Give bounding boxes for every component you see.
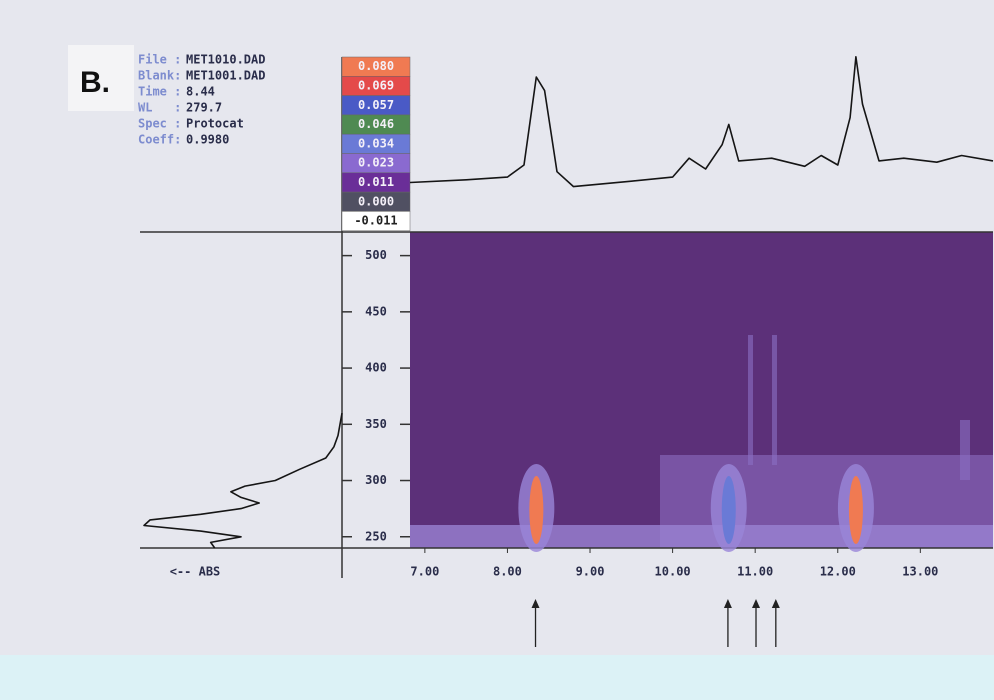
figure: B. File : MET1010.DAD Blank: MET1001.DAD Tim…	[0, 0, 994, 700]
arrow	[532, 599, 540, 647]
x-tick-label: 11.00	[737, 565, 773, 579]
colorbar-label: 0.011	[358, 175, 394, 189]
peak	[529, 476, 543, 544]
y-tick-label: 250	[365, 529, 387, 543]
x-tick-label: 12.00	[820, 565, 856, 579]
x-tick-label: 13.00	[902, 565, 938, 579]
x-tick-label: 7.00	[410, 565, 439, 579]
colorbar-label: 0.057	[358, 98, 394, 112]
page: {"panel_label": "B.", "info": [ {"key": …	[0, 0, 994, 700]
info-value: 8.44	[186, 85, 215, 99]
colorbar-label: 0.046	[358, 117, 394, 131]
colorbar-label: 0.080	[358, 59, 394, 73]
arrow-head	[752, 599, 760, 608]
heatmap-streak	[748, 335, 753, 465]
scan-band	[0, 655, 994, 700]
colorbar-label: 0.023	[358, 156, 394, 170]
y-tick-label: 300	[365, 473, 387, 487]
y-tick-label: 350	[365, 417, 387, 431]
x-axis-label: <-- ABS	[170, 565, 221, 579]
info-value: MET1010.DAD	[186, 53, 265, 67]
y-tick-label: 400	[365, 361, 387, 375]
peak	[722, 476, 736, 544]
peak	[849, 476, 863, 544]
info-value: Protocat	[186, 117, 244, 131]
arrow	[724, 599, 732, 647]
panel-label: B.	[80, 66, 110, 99]
info-key: File :	[138, 53, 181, 67]
arrow	[772, 599, 780, 647]
arrow-head	[532, 599, 540, 608]
x-tick-label: 9.00	[576, 565, 605, 579]
chromatogram-line	[410, 57, 993, 187]
spectrum-line	[144, 413, 342, 548]
y-tick-label: 450	[365, 304, 387, 318]
x-tick-label: 8.00	[493, 565, 522, 579]
info-key: Time :	[138, 85, 181, 99]
info-key: Blank:	[138, 69, 181, 83]
heatmap-haze	[410, 525, 993, 548]
info-value: 279.7	[186, 101, 222, 115]
info-value: MET1001.DAD	[186, 69, 265, 83]
arrow-head	[772, 599, 780, 608]
x-tick-label: 10.00	[655, 565, 691, 579]
info-key: WL :	[138, 101, 181, 115]
colorbar-label: 0.034	[358, 136, 394, 150]
colorbar-label: 0.069	[358, 78, 394, 92]
colorbar-label: 0.000	[358, 194, 394, 208]
heatmap-streak	[772, 335, 777, 465]
arrow	[752, 599, 760, 647]
info-key: Spec :	[138, 117, 181, 131]
y-tick-label: 500	[365, 248, 387, 262]
info-key: Coeff:	[138, 133, 181, 147]
arrow-head	[724, 599, 732, 608]
info-value: 0.9980	[186, 133, 229, 147]
colorbar-label: -0.011	[354, 214, 397, 228]
info-block: File : MET1010.DAD Blank: MET1001.DAD Time :…	[138, 53, 265, 147]
heatmap-streak	[960, 420, 970, 480]
